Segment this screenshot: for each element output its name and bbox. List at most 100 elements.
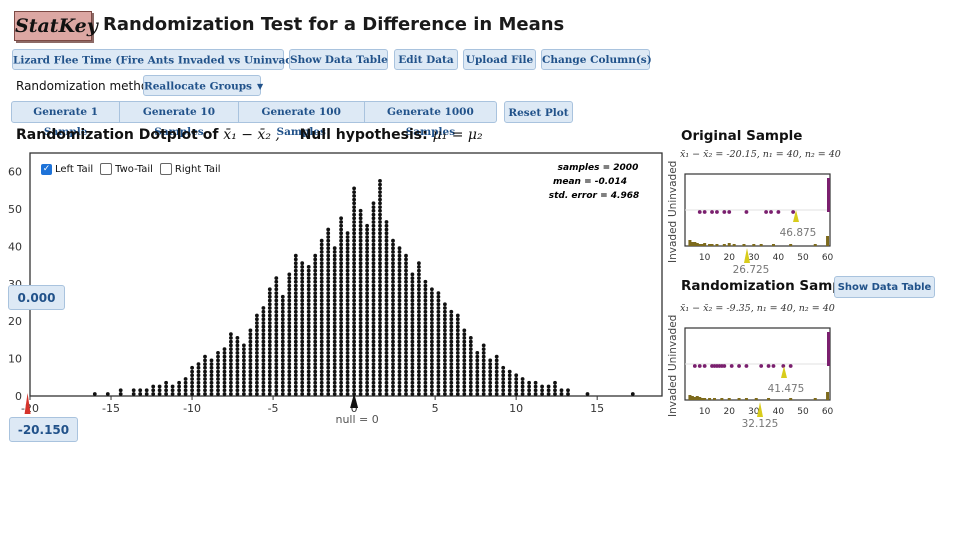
dot	[417, 392, 421, 396]
dot	[391, 332, 395, 337]
edit-data-button[interactable]: Edit Data	[394, 49, 458, 70]
dot	[287, 384, 292, 389]
dot	[300, 313, 305, 318]
change-columns-button[interactable]: Change Column(s)	[541, 49, 652, 70]
dot	[267, 384, 272, 389]
dot	[430, 392, 434, 396]
x-tick-label: 15	[590, 402, 604, 415]
dot	[358, 276, 363, 280]
generate-1000-button[interactable]: Generate 1000 Samples	[387, 106, 474, 138]
randomization-method-dropdown[interactable]: Reallocate Groups ▼	[143, 75, 263, 96]
cutoff-value-box[interactable]: -20.150	[9, 417, 78, 442]
dot	[255, 313, 259, 318]
dot	[462, 380, 467, 385]
dot	[397, 283, 402, 288]
dot	[475, 384, 480, 389]
dot	[436, 339, 441, 344]
dot	[358, 392, 363, 396]
dot	[339, 380, 343, 385]
dot	[306, 291, 311, 295]
statkey-logo[interactable]: StatKey	[14, 11, 98, 41]
dot	[352, 328, 356, 333]
dot	[229, 343, 233, 348]
dot	[365, 291, 369, 295]
dot	[332, 365, 337, 370]
dot	[384, 362, 389, 366]
dot	[352, 261, 356, 266]
dot	[352, 287, 356, 292]
dot	[391, 373, 395, 378]
dot	[190, 392, 195, 396]
show-data-table-button[interactable]: Show Data Table	[289, 49, 388, 70]
dot	[501, 369, 506, 374]
dot	[378, 242, 382, 247]
dot	[345, 302, 350, 307]
dot	[391, 358, 395, 363]
dot	[384, 220, 389, 224]
cutoff-marker[interactable]	[24, 393, 31, 414]
dot	[423, 298, 428, 303]
dot	[209, 365, 214, 370]
dot	[384, 294, 389, 299]
dot	[300, 347, 305, 351]
dot	[358, 354, 363, 359]
dot	[319, 261, 324, 266]
dot	[378, 223, 382, 228]
dot	[371, 257, 376, 262]
dot	[235, 369, 240, 374]
dot	[255, 351, 259, 355]
dot	[326, 377, 331, 381]
dot	[345, 231, 350, 236]
dot	[352, 347, 356, 351]
dot	[339, 309, 343, 314]
dot	[410, 291, 415, 295]
null-marker	[350, 393, 359, 408]
dot	[397, 272, 402, 277]
dot	[287, 369, 292, 374]
dot	[365, 253, 369, 258]
dot	[481, 369, 486, 374]
dot	[345, 321, 350, 325]
dot	[365, 373, 369, 378]
reset-plot-button[interactable]: Reset Plot	[504, 101, 573, 123]
randomization-dots-uninvaded	[692, 332, 830, 368]
dot	[781, 364, 786, 368]
dot	[339, 294, 343, 299]
dot	[313, 302, 318, 307]
left-tail-checkbox[interactable]: ✓	[41, 163, 52, 175]
dot-stack	[737, 398, 741, 400]
dot	[391, 369, 395, 374]
dot	[488, 362, 493, 366]
dot	[118, 392, 123, 396]
upload-file-button[interactable]: Upload File	[463, 49, 536, 70]
dot	[397, 388, 402, 393]
dot	[449, 392, 454, 396]
dot	[430, 354, 434, 359]
dot	[358, 313, 363, 318]
dot	[358, 268, 363, 273]
dot	[358, 208, 363, 213]
dot	[229, 365, 233, 370]
dot	[352, 343, 356, 348]
dot	[274, 291, 279, 295]
dot	[222, 354, 227, 359]
dot	[391, 242, 395, 247]
generate-10-button[interactable]: Generate 10 Samples	[120, 102, 239, 138]
dot	[261, 321, 266, 325]
dot-stack	[708, 244, 712, 246]
dot	[404, 336, 408, 340]
dataset-dropdown[interactable]: Lizard Flee Time (Fire Ants Invaded vs U…	[12, 49, 323, 70]
two-tail-checkbox[interactable]	[100, 163, 113, 175]
randomization-show-data-table-button[interactable]: Show Data Table	[834, 276, 935, 298]
right-tail-checkbox[interactable]	[159, 163, 172, 175]
dot	[287, 362, 292, 366]
dot	[501, 384, 506, 389]
dot	[384, 306, 389, 310]
dot	[436, 347, 441, 351]
dot	[306, 298, 311, 303]
generate-1-button[interactable]: Generate 1 Sample	[12, 102, 121, 138]
dot	[144, 392, 149, 396]
dot	[559, 388, 564, 393]
generate-100-button[interactable]: Generate 100 Samples	[239, 102, 365, 138]
x-tick-label: 10	[699, 253, 711, 263]
